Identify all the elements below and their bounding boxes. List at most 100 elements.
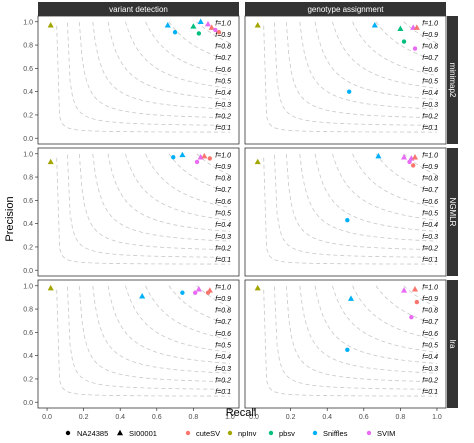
- y-tick-label-0-8: 0.8: [23, 43, 33, 50]
- contour-f-0-5: [314, 21, 437, 100]
- contour-label-f-0-4: f=0.4: [215, 90, 231, 97]
- point-npinv-si00001: [254, 158, 261, 165]
- x-tick-label-0-4: 0.4: [115, 414, 125, 421]
- legend-label-na24385: NA24385: [77, 429, 108, 438]
- x-axis-title: Recall: [226, 407, 257, 419]
- contour-label-f-0-9: f=0.9: [215, 164, 231, 171]
- panel-frame: [244, 15, 447, 145]
- contour-label-f-0-7: f=0.7: [422, 319, 439, 326]
- point-pbsv-si00001: [397, 25, 404, 31]
- contour-label-f-0-2: f=0.2: [215, 377, 231, 384]
- point-npinv-si00001: [47, 158, 54, 165]
- contour-f-0-2: [66, 286, 230, 390]
- f-score-contours: [263, 21, 438, 133]
- contour-f-0-5: [107, 21, 230, 100]
- contour-f-0-8: [375, 21, 438, 61]
- point-npinv-si00001: [47, 22, 54, 28]
- contour-f-0-9: [196, 21, 231, 44]
- contour-label-f-0-7: f=0.7: [215, 187, 232, 194]
- y-tick-label-1-0: 1.0: [23, 19, 33, 26]
- legend-label-npinv: npInv: [238, 429, 257, 438]
- contour-label-f-0-8: f=0.8: [422, 176, 438, 183]
- contour-label-f-0-5: f=0.5: [215, 343, 231, 350]
- contour-f-0-5: [107, 153, 230, 232]
- legend-label-pbsv: pbsv: [279, 429, 295, 438]
- contour-label-f-0-5: f=0.5: [422, 343, 438, 350]
- contour-f-0-6: [332, 285, 438, 353]
- column-strip-label-variant-detection: variant detection: [109, 5, 168, 14]
- contour-label-f-0-3: f=0.3: [422, 366, 438, 373]
- point-cutesv-na24385: [410, 163, 416, 168]
- contour-f-0-9: [403, 285, 438, 308]
- legend-key-cutesv: [185, 430, 191, 436]
- contour-f-0-6: [332, 21, 438, 89]
- contour-label-f-0-2: f=0.2: [422, 377, 438, 384]
- point-sniffles-na24385: [346, 89, 352, 94]
- contour-label-f-1: f=1.0: [422, 284, 438, 291]
- contour-label-f-1: f=1.0: [215, 20, 231, 27]
- contour-f-0-3: [285, 154, 437, 251]
- contour-f-0-6: [125, 153, 231, 221]
- point-cutesv-si00001: [201, 152, 208, 159]
- contour-label-f-0-5: f=0.5: [215, 79, 231, 86]
- y-axis-title: Precision: [4, 196, 16, 241]
- point-cutesv-si00001: [411, 154, 419, 160]
- point-sniffles-si00001: [179, 151, 186, 158]
- contour-label-f-0-1: f=0.1: [215, 257, 231, 264]
- point-cutesv-na24385: [205, 290, 211, 295]
- point-svim-na24385: [407, 159, 412, 165]
- column-strip-label-genotype-assignment: genotype assignment: [307, 5, 384, 14]
- contour-label-f-0-7: f=0.7: [215, 319, 232, 326]
- column-strip-bg: [245, 2, 446, 16]
- contour-label-f-0-3: f=0.3: [422, 102, 438, 109]
- y-tick-label-0-8: 0.8: [23, 175, 33, 182]
- contour-label-f-0-4: f=0.4: [215, 354, 231, 361]
- contour-label-f-0-4: f=0.4: [422, 222, 438, 229]
- contour-label-f-0-8: f=0.8: [215, 176, 231, 183]
- contour-f-0-6: [125, 21, 231, 89]
- contour-f-0-8: [375, 153, 438, 193]
- contour-label-f-0-6: f=0.6: [422, 199, 438, 206]
- panel-ngmlr-variant-detection: f=1.0 f=0.9 f=0.8 f=0.7 f=0.6 f=0.5 f=0.4 f=0.3…: [37, 147, 240, 277]
- contour-label-f-1: f=1.0: [422, 20, 438, 27]
- point-cutesv-si00001: [208, 24, 215, 30]
- x-tick-label-1-0: 1.0: [432, 414, 442, 421]
- point-pbsv-na24385: [401, 39, 407, 44]
- contour-label-f-0-3: f=0.3: [215, 234, 231, 241]
- row-strip-label-minimap2: minimap2: [448, 63, 457, 98]
- row-strip-label-lra: lra: [448, 340, 457, 349]
- point-svim-si00001: [400, 154, 408, 160]
- point-cutesv-na24385: [216, 30, 222, 35]
- contour-f-0-1: [56, 289, 230, 397]
- contour-label-f-0-8: f=0.8: [422, 308, 438, 315]
- x-tick-label-0-0: 0.0: [249, 414, 259, 421]
- point-svim-na24385: [409, 315, 414, 320]
- legend-label-svim: SVIM: [377, 429, 395, 438]
- point-npinv-si00001: [254, 284, 261, 291]
- point-svim-si00001: [195, 286, 202, 292]
- contour-label-f-0-6: f=0.6: [422, 67, 438, 74]
- panel-frame: [37, 147, 240, 277]
- contour-label-f-1: f=1.0: [422, 152, 438, 159]
- point-cutesv-na24385: [414, 299, 420, 305]
- contour-label-f-0-1: f=0.1: [422, 389, 438, 396]
- row-strip-bg: [447, 148, 458, 276]
- contour-f-0-4: [92, 21, 230, 110]
- y-tick-label-1-0: 1.0: [23, 151, 33, 158]
- point-svim-na24385: [412, 46, 418, 51]
- column-strip-bg: [38, 2, 239, 16]
- contour-label-f-0-2: f=0.2: [422, 113, 438, 120]
- legend-key-sniffles: [312, 430, 318, 436]
- contour-f-0-1: [56, 157, 230, 265]
- point-svim-na24385: [213, 27, 218, 33]
- contour-label-f-0-6: f=0.6: [422, 331, 438, 338]
- contour-label-f-0-2: f=0.2: [422, 245, 438, 252]
- contour-f-0-3: [78, 286, 230, 383]
- legend-key-na24385: [65, 430, 71, 436]
- contour-f-0-3: [285, 22, 437, 119]
- point-sniffles-si00001: [139, 293, 146, 299]
- y-tick-label-0-0: 0.0: [23, 136, 33, 143]
- contour-label-f-0-8: f=0.8: [215, 44, 231, 51]
- f-score-contours: [56, 285, 231, 397]
- contour-label-f-0-3: f=0.3: [215, 366, 231, 373]
